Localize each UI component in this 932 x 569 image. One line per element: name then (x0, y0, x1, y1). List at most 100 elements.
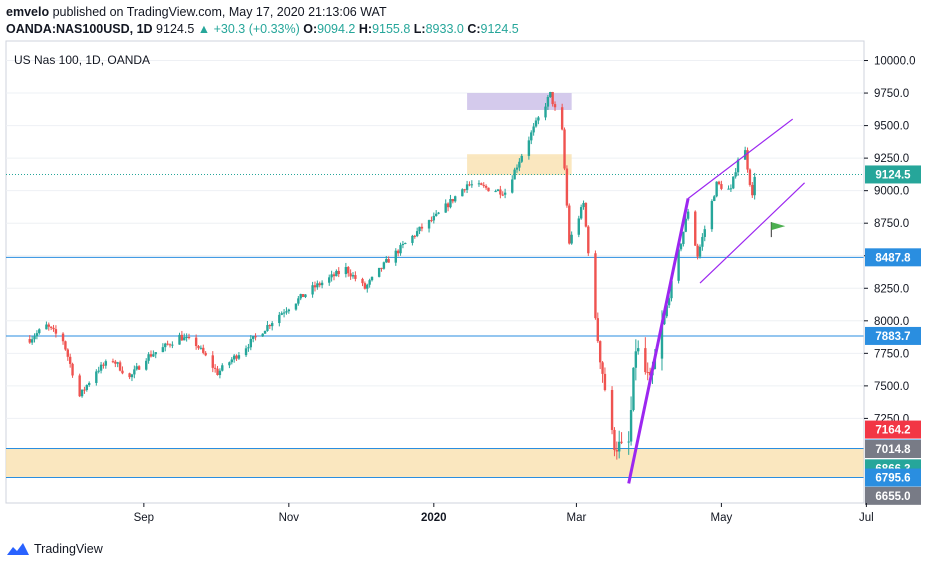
publish-info: emvelo published on TradingView.com, May… (6, 5, 387, 19)
candle-body (568, 205, 571, 244)
candle-body (221, 365, 224, 371)
candle-body (413, 235, 416, 237)
candle-body (537, 117, 540, 121)
candle-body (546, 97, 550, 107)
candle-body (178, 334, 181, 345)
candle-body (584, 202, 588, 227)
candle-body (515, 167, 519, 170)
open-value: 9094.2 (317, 22, 356, 36)
candle-body (78, 375, 81, 397)
chart-frame (5, 40, 865, 504)
candle-body (601, 362, 604, 374)
trend-line (627, 198, 690, 484)
candle-body (211, 355, 214, 368)
candle-body (503, 192, 507, 195)
candle-body (152, 354, 155, 357)
candle-body (263, 330, 267, 334)
y-tick-label-3: 9250.0 (874, 153, 909, 165)
x-tick-label-4: May (711, 512, 733, 524)
y-tick-label-4: 9000.0 (874, 186, 909, 198)
channel-upper (687, 118, 794, 199)
candle-body (316, 283, 319, 288)
candle-body (344, 267, 348, 275)
candle-body (549, 92, 552, 98)
candle-body (701, 236, 704, 247)
candle-body (202, 347, 205, 353)
candle-body (35, 333, 39, 337)
candle-body (686, 211, 690, 219)
candle-body (118, 362, 122, 371)
candle-body (304, 294, 307, 298)
candle-body (320, 282, 324, 286)
high-value: 9155.8 (372, 22, 411, 36)
candle-body (470, 184, 474, 186)
candle-body (734, 172, 737, 177)
candle-body (520, 155, 523, 162)
candle-body (228, 362, 231, 366)
candle-body (534, 120, 538, 127)
candle-body (149, 354, 153, 357)
candle-body (748, 169, 752, 185)
ohlc-bar: OANDA:NAS100USD, 1D 9124.5 ▲ +30.3 (+0.3… (6, 22, 519, 36)
candle-body (513, 169, 516, 180)
candle-body (254, 336, 257, 338)
candle-body (80, 389, 84, 397)
horizontal-lines (6, 173, 864, 479)
candle-body (30, 339, 34, 343)
candle-body (183, 337, 186, 341)
candle-body (684, 218, 687, 232)
y-tick-label-8: 8000.0 (874, 316, 909, 328)
candle-body (71, 363, 74, 376)
publisher-name[interactable]: emvelo (6, 5, 50, 19)
price-axis[interactable]: 10000.09750.09500.09250.09000.08750.0850… (863, 41, 921, 505)
candle-body (430, 220, 433, 222)
price-label-1: 8487.8 (875, 252, 911, 264)
candle-body (95, 371, 98, 383)
candle-body (484, 185, 488, 188)
time-axis[interactable]: Sep Nov 2020 Mar May Jul (134, 503, 874, 524)
candle-body (232, 355, 236, 360)
candle-body (694, 211, 697, 246)
candle-body (396, 250, 400, 254)
candle-body (494, 191, 497, 193)
candle-body (720, 184, 723, 189)
candle-body (385, 259, 388, 263)
candle-body (180, 334, 184, 341)
price-label-3: 7164.2 (875, 425, 910, 437)
candle-body (318, 283, 321, 286)
candle-body (582, 202, 585, 208)
candle-body (99, 364, 103, 371)
open-label: O: (303, 22, 318, 36)
candle-body (667, 298, 671, 306)
candle-body (463, 189, 466, 191)
candle-body (187, 337, 191, 339)
candle-body (66, 349, 69, 357)
low-label: L: (413, 22, 426, 36)
y-tick-label-9: 7750.0 (874, 348, 909, 360)
candle-body (249, 338, 253, 348)
candle-body (285, 311, 288, 313)
candle-body (363, 283, 367, 289)
candle-body (461, 189, 464, 197)
candle-body (394, 250, 397, 263)
chart-title: US Nas 100, 1D, OANDA (14, 53, 150, 67)
candle-body (216, 368, 219, 376)
candle-body (627, 441, 630, 443)
candle-body (736, 159, 740, 173)
candle-body (45, 324, 48, 330)
candle-body (380, 267, 383, 269)
candle-body (696, 245, 699, 257)
candle-body (244, 348, 248, 356)
candle-body (311, 285, 314, 295)
candle-body (434, 213, 438, 216)
tradingview-logo[interactable]: TradingView (6, 541, 103, 557)
candle-body (368, 280, 371, 285)
candle-body (553, 104, 557, 108)
price-label-bg-7 (865, 468, 921, 487)
last-price: 9124.5 (156, 22, 195, 36)
x-tick-label-1: Nov (279, 512, 300, 524)
candle-body (171, 344, 174, 346)
y-tick-label-7: 8250.0 (874, 283, 909, 295)
candle-body (147, 354, 150, 361)
